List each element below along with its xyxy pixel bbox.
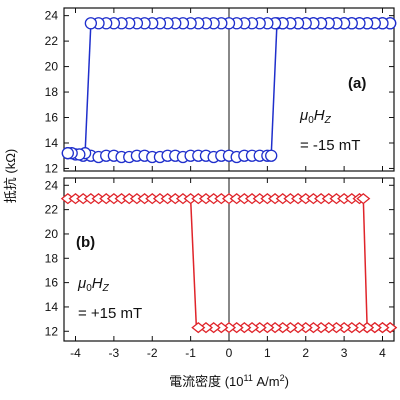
y-tick-label: 20 (45, 60, 59, 74)
x-tick-label: 2 (302, 346, 309, 360)
x-axis-label-unit: A/m (253, 374, 280, 389)
x-tick-label: 0 (226, 346, 233, 360)
h-subscript: Z (102, 283, 110, 294)
panel-a: 12 14 16 18 20 22 24 (a) μ0HZ = -15 mT (45, 7, 397, 175)
data-point (314, 321, 329, 334)
y-tick-label: 22 (45, 203, 59, 217)
y-tick-label: 24 (45, 9, 59, 23)
panel-b-y-ticks: 12 14 16 18 20 22 24 (45, 178, 394, 338)
x-axis-label-close: ) (285, 374, 289, 389)
panel-a-field-value: = -15 mT (300, 137, 360, 154)
data-point (244, 321, 260, 334)
h-symbol: H (314, 107, 325, 124)
mu-subscript: 0 (308, 115, 314, 126)
y-tick-label: 22 (45, 34, 59, 48)
x-tick-label: 4 (379, 346, 386, 360)
x-tick-label: -3 (109, 346, 120, 360)
h-subscript: Z (324, 115, 332, 126)
y-tick-label: 20 (45, 227, 59, 241)
data-point (265, 149, 278, 162)
data-point (61, 147, 74, 160)
panel-a-field-label: μ0HZ (299, 107, 332, 126)
y-tick-label: 14 (45, 136, 59, 150)
x-tick-label: 1 (264, 346, 271, 360)
y-tick-label: 18 (45, 251, 59, 265)
data-point (367, 321, 382, 334)
data-point (237, 321, 252, 334)
x-tick-label: 3 (341, 346, 348, 360)
x-axis-label: 電流密度 (1011 A/m2) (169, 373, 289, 389)
series-line (270, 23, 278, 156)
x-tick-label: -2 (147, 346, 158, 360)
x-axis-label-exp: 11 (243, 373, 252, 383)
panel-a-label: (a) (348, 75, 366, 92)
data-point (283, 321, 298, 334)
h-symbol: H (92, 275, 103, 292)
data-point (329, 321, 344, 334)
data-point (268, 321, 283, 334)
mu-symbol: μ (299, 107, 308, 124)
y-tick-label: 14 (45, 300, 59, 314)
data-point (356, 193, 371, 205)
data-point (275, 321, 290, 334)
y-tick-label: 16 (45, 276, 59, 290)
y-tick-label: 24 (45, 178, 59, 192)
panel-a-y-ticks: 12 14 16 18 20 22 24 (45, 9, 394, 175)
mu-symbol: μ (77, 275, 86, 292)
data-point (198, 321, 214, 334)
series-line (84, 23, 92, 154)
x-axis-label-unit-exp: 2 (280, 373, 285, 383)
data-point (383, 321, 398, 334)
mu-subscript: 0 (86, 283, 92, 294)
data-point (221, 321, 237, 334)
data-point (375, 321, 390, 334)
panel-b-x-ticks: -4 -3 -2 -1 0 1 2 3 4 (70, 346, 386, 360)
data-point (229, 321, 244, 334)
data-point (360, 321, 375, 334)
data-point (298, 321, 313, 334)
data-point (206, 321, 221, 334)
y-axis-label: 抵抗 (kΩ) (3, 149, 18, 204)
panel-b-field-label: μ0HZ (77, 275, 110, 294)
y-tick-label: 12 (45, 161, 59, 175)
data-point (214, 321, 229, 334)
data-point (84, 17, 98, 30)
y-tick-label: 16 (45, 111, 59, 125)
data-point (260, 321, 275, 334)
data-point (337, 321, 352, 334)
y-tick-label: 18 (45, 85, 59, 99)
data-point (344, 321, 359, 334)
data-point (321, 321, 336, 334)
panel-a-data (61, 8, 397, 171)
panel-b-field-value: = +15 mT (78, 305, 142, 322)
x-tick-label: -1 (185, 346, 196, 360)
panel-b-label: (b) (76, 234, 95, 251)
data-point (252, 321, 267, 334)
x-axis-label-main: 電流密度 (10 (169, 374, 243, 389)
data-point (306, 321, 321, 334)
series-line (189, 198, 198, 328)
data-point (352, 321, 367, 334)
panel-b-data (60, 178, 398, 341)
series-line (362, 198, 368, 328)
y-tick-label: 12 (45, 324, 59, 338)
data-point (191, 321, 206, 334)
data-point (291, 321, 306, 334)
x-tick-label: -4 (70, 346, 81, 360)
